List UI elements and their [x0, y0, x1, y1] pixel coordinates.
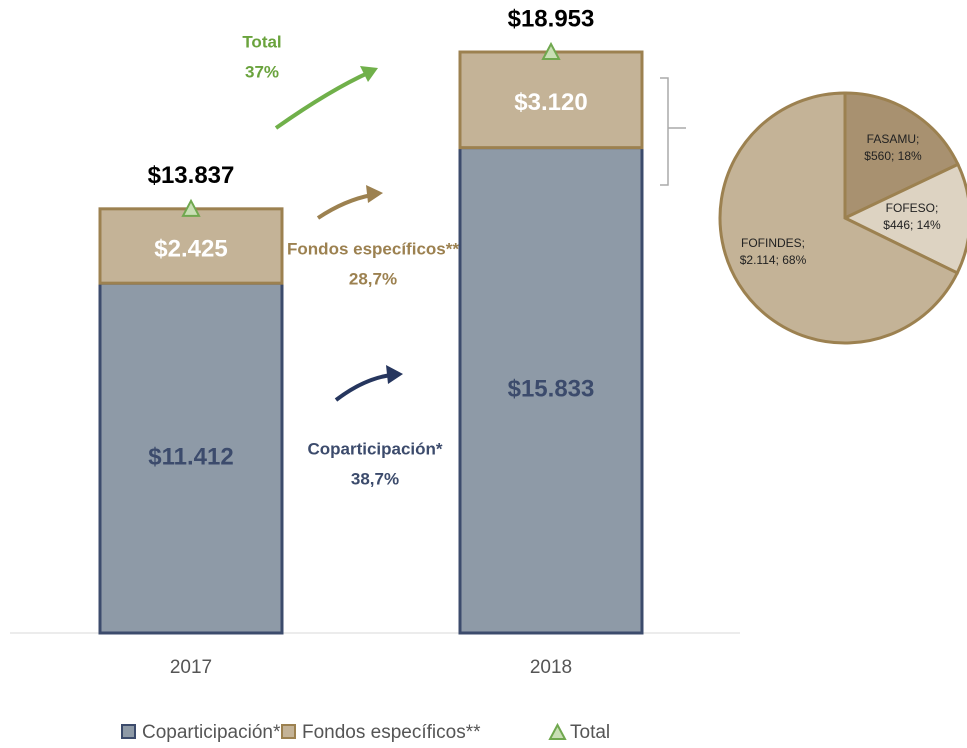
pie-slice — [718, 91, 960, 345]
arrow — [334, 373, 393, 402]
pie-label: FASAMU; — [867, 132, 920, 146]
pie-value-label: $446; 14% — [883, 218, 941, 232]
legend-label: Coparticipación* — [142, 722, 281, 743]
value-label: $3.120 — [514, 89, 587, 116]
arrow — [274, 70, 371, 130]
annotation-label: Total — [242, 32, 281, 51]
pie-value-label: $2.114; 68% — [740, 253, 807, 267]
total-label: $18.953 — [508, 5, 595, 32]
annotation-label: Coparticipación* — [307, 439, 442, 458]
pie-label: FOFINDES; — [741, 236, 805, 250]
bar-segment — [98, 281, 284, 635]
bar-segment — [458, 146, 644, 635]
x-tick-label: 2017 — [170, 657, 212, 678]
value-label: $2.425 — [154, 235, 227, 262]
total-marker — [541, 41, 561, 60]
bar-segment — [458, 50, 644, 150]
value-label: $15.833 — [508, 376, 595, 403]
pie-value-label: $560; 18% — [864, 149, 922, 163]
bracket — [660, 77, 686, 186]
annotation-value: 28,7% — [349, 269, 397, 288]
arrow — [316, 193, 373, 220]
pie-label: FOFESO; — [886, 201, 939, 215]
annotation-value: 37% — [245, 62, 279, 81]
legend-swatch — [121, 724, 136, 739]
pie-slice — [843, 91, 960, 221]
legend-label: Fondos específicos** — [302, 722, 481, 743]
legend-swatch — [548, 722, 567, 740]
legend-label: Total — [570, 722, 610, 743]
total-label: $13.837 — [148, 162, 235, 189]
value-label: $11.412 — [148, 443, 233, 470]
annotation-label: Fondos específicos** — [287, 239, 459, 258]
arrowhead — [386, 365, 403, 384]
x-tick-label: 2018 — [530, 657, 572, 678]
annotation-value: 38,7% — [351, 469, 399, 488]
pie-slice — [841, 162, 967, 275]
arrowhead — [366, 185, 383, 203]
total-marker — [181, 198, 201, 217]
legend-swatch — [281, 724, 296, 739]
arrowhead — [360, 66, 378, 82]
